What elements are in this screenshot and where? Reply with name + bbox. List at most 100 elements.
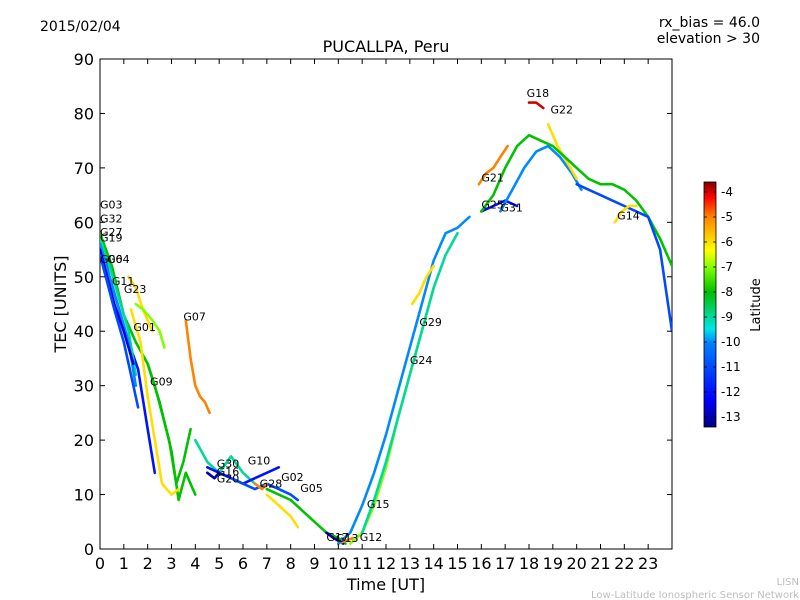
x-tick-label: 22 — [614, 554, 634, 573]
series-line-g25 — [479, 199, 519, 213]
x-tick-label: 23 — [638, 554, 658, 573]
x-tick-label: 14 — [423, 554, 443, 573]
y-tick-label: 80 — [74, 104, 94, 123]
satellite-label-g17: G17 — [326, 531, 349, 544]
colorbar-tick-label: -9 — [721, 310, 733, 324]
series-line-g29 — [410, 264, 436, 306]
y-tick-label: 10 — [74, 486, 94, 505]
satellite-label-g04: G04 — [107, 253, 130, 266]
colorbar-tick-label: -12 — [721, 385, 741, 399]
satellite-label-g31: G31 — [500, 201, 523, 214]
satellite-label-g28: G28 — [260, 477, 283, 490]
colorbar-tick-label: -13 — [721, 410, 741, 424]
x-tick-label: 0 — [95, 554, 105, 573]
elevation-label: elevation > 30 — [657, 31, 760, 47]
x-tick-label: 19 — [543, 554, 563, 573]
colorbar-tick-label: -11 — [721, 360, 741, 374]
series-line-g26 — [479, 133, 672, 268]
colorbar-tick-label: -6 — [721, 235, 733, 249]
x-tick-label: 11 — [352, 554, 372, 573]
colorbar — [703, 181, 717, 428]
colorbar-label: Latitude — [749, 278, 764, 332]
x-tick-label: 13 — [400, 554, 420, 573]
colorbar-tick-label: -8 — [721, 285, 733, 299]
credit-long: Low-Latitude Ionospheric Sensor Network — [591, 590, 799, 600]
rx-bias-label: rx_bias = 46.0 — [659, 15, 760, 31]
y-tick-label: 60 — [74, 213, 94, 232]
satellite-label-g02: G02 — [281, 471, 304, 484]
x-tick-label: 16 — [471, 554, 491, 573]
x-tick-label: 9 — [309, 554, 319, 573]
series-line-g04 — [100, 253, 140, 409]
satellite-label-g15: G15 — [367, 498, 390, 511]
x-tick-label: 3 — [166, 554, 176, 573]
series-line-g14 — [613, 204, 638, 224]
satellite-label-g25: G25 — [481, 199, 504, 212]
x-tick-label: 20 — [566, 554, 586, 573]
colorbar-ticks: -4 -5 -6 -7 -8 -9 -10 -11 -12 -13 — [704, 185, 741, 424]
y-tick-label: 0 — [84, 540, 94, 559]
x-tick-label: 15 — [447, 554, 467, 573]
series-line-g31 — [499, 144, 583, 213]
colorbar-tick-label: -10 — [721, 335, 741, 349]
x-tick-label: 2 — [143, 554, 153, 573]
satellite-label-g11: G11 — [112, 275, 135, 288]
series-line-g01 — [129, 308, 180, 496]
series-line-g30 — [194, 438, 257, 486]
colorbar-tick-label: -5 — [721, 210, 733, 224]
series-layer — [100, 101, 672, 545]
series-line-g15 — [336, 215, 471, 545]
series-line-g21 — [477, 144, 509, 186]
satellite-label-g07: G07 — [183, 310, 206, 323]
satellite-label-g24: G24 — [410, 354, 433, 367]
satellite-label-g01: G01 — [133, 321, 156, 334]
satellite-label-g23: G23 — [124, 283, 147, 296]
x-tick-label: 1 — [119, 554, 129, 573]
y-tick-label: 40 — [74, 322, 94, 341]
date-label: 2015/02/04 — [40, 19, 121, 35]
satellite-label-g21: G21 — [481, 172, 504, 185]
satellite-label-g03: G03 — [100, 199, 123, 212]
satellite-label-g06: G06 — [100, 253, 123, 266]
colorbar-tick-label: -4 — [721, 185, 733, 199]
series-line-g06 — [100, 248, 135, 366]
x-tick-label: 18 — [519, 554, 539, 573]
x-axis-label: Time [UT] — [346, 575, 425, 594]
satellite-label-g32: G32 — [100, 212, 123, 225]
series-line-g05 — [265, 487, 347, 545]
series-line-g27 — [100, 237, 138, 377]
series-line-g23 — [134, 302, 166, 349]
x-tick-label: 21 — [590, 554, 610, 573]
satellite-label-g13: G13 — [336, 532, 359, 545]
y-tick-label: 20 — [74, 431, 94, 450]
series-line-g28 — [253, 482, 269, 491]
colorbar-tick-label: -7 — [721, 260, 733, 274]
x-tick-label: 7 — [262, 554, 272, 573]
y-tick-label: 90 — [74, 50, 94, 69]
satellite-label-g20: G20 — [217, 473, 240, 486]
series-line-g08 — [575, 182, 672, 333]
series-line-g09 — [146, 362, 192, 486]
satellite-label-g30: G30 — [217, 457, 240, 470]
y-tick-label: 70 — [74, 159, 94, 178]
satellite-label-g12: G12 — [360, 531, 383, 544]
x-tick-label: 10 — [328, 554, 348, 573]
series-line-g20 — [206, 471, 221, 480]
satellite-label-g19: G19 — [100, 231, 123, 244]
satellite-label-g10: G10 — [248, 455, 271, 468]
axis-ticks: 0 1 2 3 4 5 6 7 8 9 10 11 12 13 14 15 16 17 18 19 20 21 22 2301… — [74, 50, 672, 573]
series-line-g07 — [184, 318, 211, 415]
x-tick-label: 5 — [214, 554, 224, 573]
satellite-label-g18: G18 — [527, 87, 550, 100]
satellite-label-g09: G09 — [150, 376, 173, 389]
y-tick-label: 30 — [74, 377, 94, 396]
x-tick-label: 17 — [495, 554, 515, 573]
x-tick-label: 8 — [286, 554, 296, 573]
x-tick-label: 6 — [238, 554, 248, 573]
satellite-label-g05: G05 — [300, 482, 323, 495]
series-line-g02 — [265, 493, 300, 529]
satellite-labels: G03G32G27G19G06G04G11G23G01G07G09G10G30G… — [100, 87, 640, 545]
satellite-label-g14: G14 — [617, 210, 640, 223]
chart-title: PUCALLPA, Peru — [323, 37, 450, 56]
